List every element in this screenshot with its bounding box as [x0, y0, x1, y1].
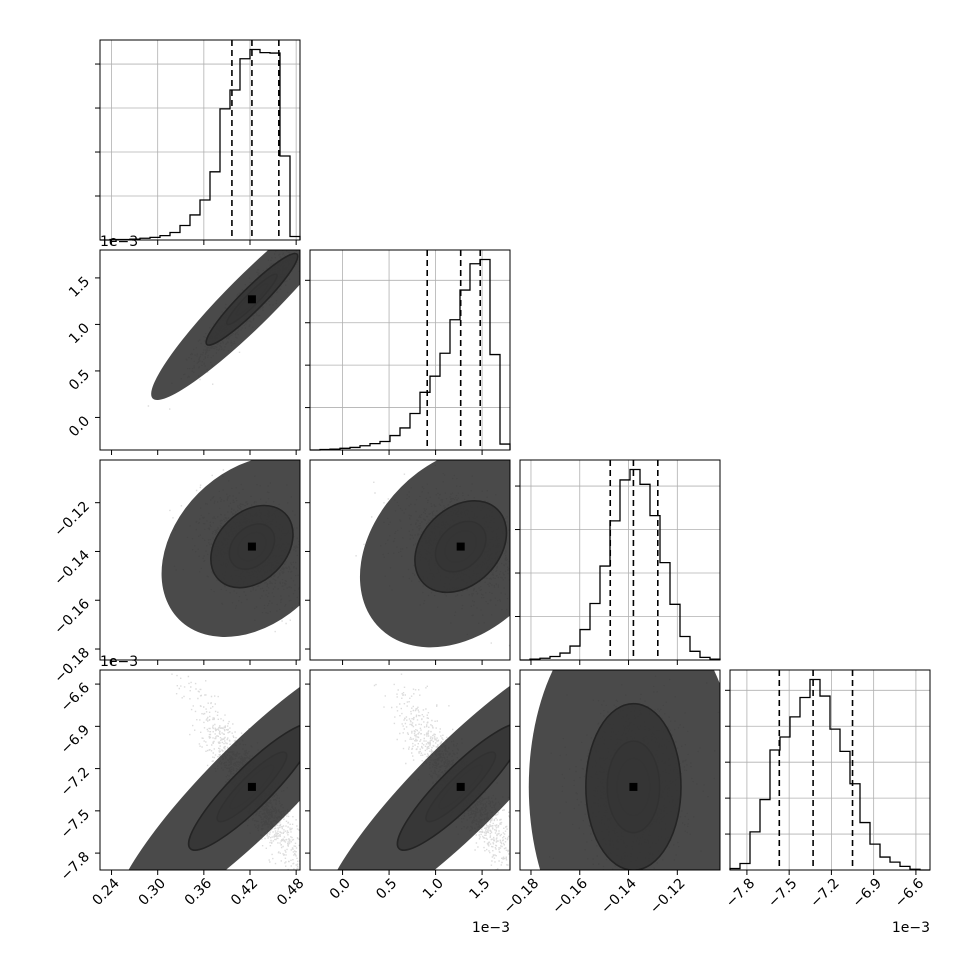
sample-points	[171, 673, 300, 870]
hist-panel-2	[305, 249, 511, 451]
panel-frame	[309, 249, 511, 451]
y-tick-label: −0.14	[51, 547, 93, 589]
x-tick-label: 0.48	[274, 876, 307, 909]
panel-frame	[99, 459, 301, 661]
panel-frame	[99, 249, 301, 451]
panel-frame	[309, 459, 511, 661]
y-tick-label: −7.8	[58, 849, 93, 884]
density-peak	[247, 542, 256, 551]
density-panel-3-2	[309, 459, 511, 661]
x-tick-label: 0.30	[136, 876, 169, 909]
histogram-series	[520, 468, 721, 661]
hist-panel-1	[95, 39, 301, 241]
panel-frame	[99, 669, 301, 871]
hist-panel-3	[515, 459, 721, 661]
y-tick-label: 0.0	[66, 413, 93, 440]
histogram-series	[100, 48, 301, 241]
x-tick-label: −0.16	[549, 875, 591, 917]
y-tick-label: −0.18	[51, 645, 93, 687]
density-panel-3-1	[99, 459, 301, 661]
y-tick-label: −7.5	[58, 807, 93, 842]
panel-frame	[729, 669, 931, 871]
y-tick-label: −0.16	[51, 596, 93, 638]
density-peak	[247, 782, 256, 791]
y-offset-label: 1e−3	[100, 654, 138, 670]
x-tick-label: −6.6	[892, 875, 927, 910]
x-tick-label: −7.5	[765, 876, 800, 911]
x-tick-label: 0.0	[327, 876, 354, 903]
panel-frame	[519, 669, 721, 871]
density-panel-4-3	[519, 669, 721, 871]
y-tick-label: −6.9	[58, 722, 93, 757]
panel-frame	[309, 669, 511, 871]
x-offset-label: 1e−3	[892, 920, 930, 936]
y-tick-label: 1.5	[66, 274, 93, 301]
hist-panel-4	[725, 669, 931, 871]
density-peak	[456, 782, 465, 791]
y-tick-label: 1.0	[66, 320, 93, 347]
y-tick-label: −7.2	[58, 764, 93, 799]
density-peak	[247, 295, 256, 304]
y-tick-label: −0.12	[51, 498, 93, 540]
x-tick-label: −7.2	[807, 876, 842, 911]
density-panel-4-1	[99, 669, 301, 871]
x-offset-label: 1e−3	[472, 920, 510, 936]
x-tick-label: −0.12	[647, 876, 689, 918]
x-tick-label: 0.36	[182, 875, 215, 908]
x-tick-label: −0.14	[598, 875, 640, 917]
y-offset-label: 1e−3	[100, 234, 138, 250]
density-panel-4-2	[309, 669, 511, 871]
density-peak	[456, 542, 465, 551]
x-tick-label: 0.42	[228, 876, 261, 909]
x-tick-label: 1.0	[420, 876, 447, 903]
panel-frame	[519, 459, 721, 661]
panel-frame	[99, 39, 301, 241]
x-tick-label: 0.24	[89, 875, 122, 908]
density-panel-2-1	[99, 249, 301, 451]
density-fill	[528, 670, 720, 870]
x-tick-label: −7.8	[723, 876, 758, 911]
x-tick-label: −0.18	[501, 876, 543, 918]
density-peak	[629, 782, 638, 791]
y-tick-label: 0.5	[66, 367, 93, 394]
x-tick-label: 1.5	[466, 876, 493, 903]
histogram-series	[729, 678, 930, 871]
x-tick-label: 0.5	[373, 876, 400, 903]
x-tick-label: −6.9	[850, 876, 885, 911]
